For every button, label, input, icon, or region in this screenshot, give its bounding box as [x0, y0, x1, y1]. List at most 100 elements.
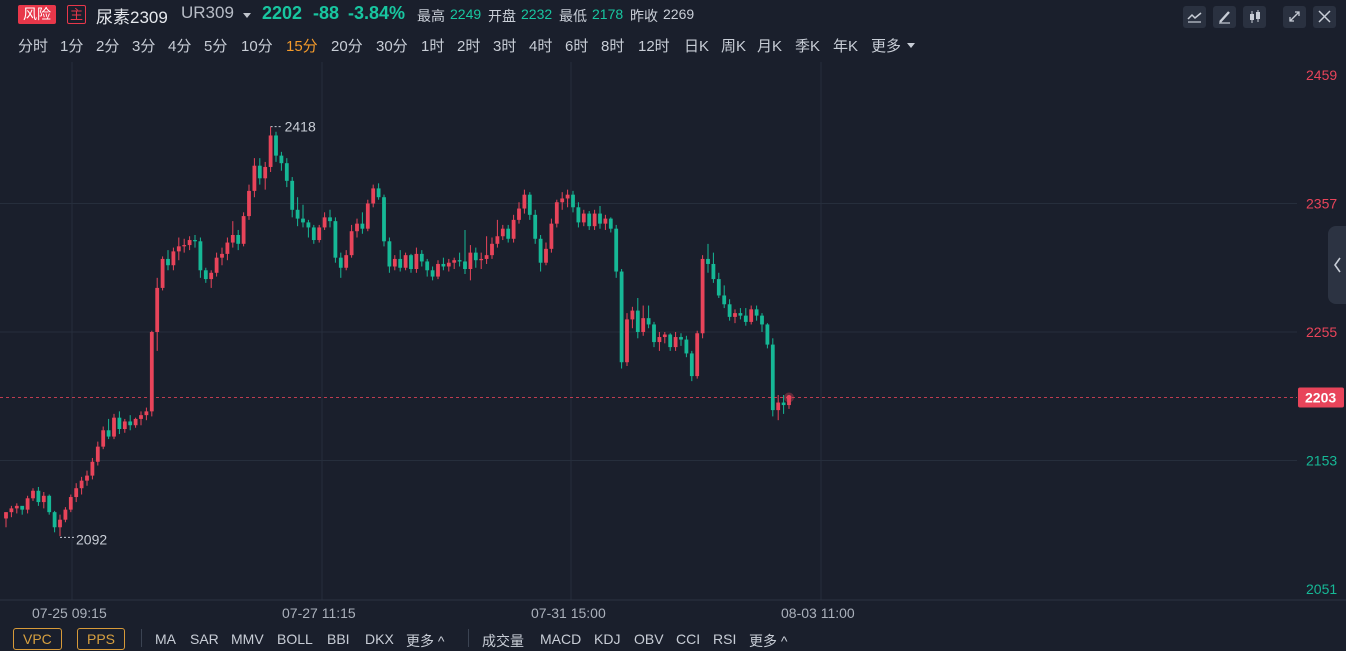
timeframe-10[interactable]: 1时 [421, 38, 445, 55]
timeframe-21[interactable]: 年K [833, 38, 859, 55]
timeframe-2[interactable]: 2分 [96, 38, 120, 55]
fullscreen-icon[interactable] [1283, 6, 1306, 28]
candle-body [274, 135, 278, 156]
candle-body [652, 324, 656, 343]
timeframe-9[interactable]: 30分 [376, 38, 408, 55]
candle-body [90, 461, 95, 476]
candle-body [117, 417, 122, 430]
last-price: 2202 [262, 3, 303, 23]
timeframe-1[interactable]: 1分 [60, 38, 84, 55]
main-indicator-3[interactable]: BOLL [277, 631, 313, 647]
candle-body [517, 208, 521, 220]
main-indicator-5[interactable]: DKX [365, 631, 394, 647]
timeframe-7[interactable]: 15分 [286, 38, 318, 55]
timeframe-11[interactable]: 2时 [457, 38, 481, 55]
timeframe-15[interactable]: 8时 [601, 38, 625, 55]
timeframe-18[interactable]: 周K [721, 38, 747, 55]
low-value: 2178 [592, 6, 624, 22]
timeframe-4[interactable]: 4分 [168, 38, 192, 55]
timeframe-17[interactable]: 日K [684, 38, 710, 55]
candle-body [468, 252, 473, 270]
sub-indicator-0[interactable]: 成交量 [482, 633, 524, 649]
y-tick-label: 2153 [1306, 453, 1337, 469]
more-dropdown-icon[interactable] [907, 43, 915, 48]
candle-body [241, 216, 246, 244]
candle-body [409, 255, 413, 270]
y-tick-label: 2459 [1306, 67, 1337, 83]
candle-body [95, 446, 100, 462]
candle-body [603, 218, 608, 224]
candle-body [646, 318, 651, 325]
sub-indicator-5[interactable]: RSI [713, 631, 737, 647]
contract-name[interactable]: 尿素2309 [96, 8, 168, 27]
min-marker-label: 2092 [76, 531, 107, 547]
candle-body [371, 188, 376, 204]
draw-pen-icon[interactable] [1213, 6, 1236, 28]
main-indicator-0[interactable]: MA [155, 631, 176, 647]
candle-body [338, 257, 343, 268]
timeframe-22[interactable]: 更多 [871, 38, 902, 55]
candle-body [209, 272, 214, 280]
candle-body [711, 263, 716, 280]
candle-body [533, 214, 538, 239]
candle-body [106, 430, 111, 437]
main-indicator-1[interactable]: SAR [190, 631, 219, 647]
timeframe-6[interactable]: 10分 [241, 38, 273, 55]
candle-body [171, 251, 176, 266]
divider [468, 629, 469, 647]
timeframe-19[interactable]: 月K [757, 38, 783, 55]
sub-indicator-1[interactable]: MACD [540, 631, 582, 647]
sub-indicator-3[interactable]: OBV [634, 631, 664, 647]
y-tick-label: 2051 [1306, 581, 1337, 597]
candle-body [382, 197, 386, 242]
candle-body [236, 234, 241, 244]
timeframe-13[interactable]: 4时 [529, 38, 553, 55]
candle-body [452, 260, 457, 263]
candle-body [544, 248, 548, 263]
timeframe-0[interactable]: 分时 [18, 38, 49, 55]
timeframe-14[interactable]: 6时 [565, 38, 589, 55]
candle-body [365, 203, 370, 229]
candle-body [144, 411, 149, 416]
candle-body [349, 231, 354, 256]
timeframe-20[interactable]: 季K [795, 38, 821, 55]
contract-dropdown-icon[interactable] [243, 13, 251, 18]
sub-indicator-4[interactable]: CCI [676, 631, 701, 647]
sub-indicator-6[interactable]: 更多 ^ [749, 633, 788, 649]
sub-indicator-2[interactable]: KDJ [594, 631, 621, 647]
timeframe-16[interactable]: 12时 [638, 38, 670, 55]
side-panel-toggle[interactable] [1328, 226, 1346, 304]
candle-body [598, 213, 602, 224]
timeframe-3[interactable]: 3分 [132, 38, 156, 55]
candle-body [306, 222, 311, 228]
main-indicator-4[interactable]: BBI [327, 631, 350, 647]
candle-body [268, 135, 273, 167]
candle-body [214, 257, 219, 273]
indicator-bar: VPC PPS MA SAR MMV BOLL BBI DKX 更多 ^ 成交量 MACD KDJ OB… [0, 624, 1346, 650]
timeframe-8[interactable]: 20分 [331, 38, 363, 55]
indicator-icon[interactable] [1183, 6, 1206, 28]
timeframe-12[interactable]: 3时 [493, 38, 517, 55]
main-indicator-6[interactable]: 更多 ^ [406, 633, 445, 649]
candle-body [781, 402, 786, 406]
candle-style-icon[interactable] [1243, 6, 1266, 28]
candle-body [133, 418, 138, 426]
candle-body [31, 490, 35, 499]
candle-body [549, 223, 554, 249]
candle-body [679, 337, 683, 340]
x-tick-label: 07-27 11:15 [282, 605, 356, 621]
candlestick-chart[interactable]: 2051 2153 2255 2357 2459 07-25 09:15 07-27 11:… [0, 62, 1346, 622]
candle-body [328, 217, 332, 222]
candle-body [436, 263, 440, 277]
close-icon[interactable] [1313, 6, 1336, 28]
candle-body [414, 253, 419, 270]
low-label: 最低 [559, 8, 587, 24]
high-label: 最高 [417, 8, 445, 24]
main-indicator-2[interactable]: MMV [231, 631, 264, 647]
candle-body [252, 165, 257, 191]
timeframe-5[interactable]: 5分 [204, 38, 228, 55]
candle-body [457, 260, 462, 262]
candle-body [182, 245, 187, 247]
open-label: 开盘 [488, 8, 516, 24]
contract-code[interactable]: UR309 [181, 3, 234, 22]
